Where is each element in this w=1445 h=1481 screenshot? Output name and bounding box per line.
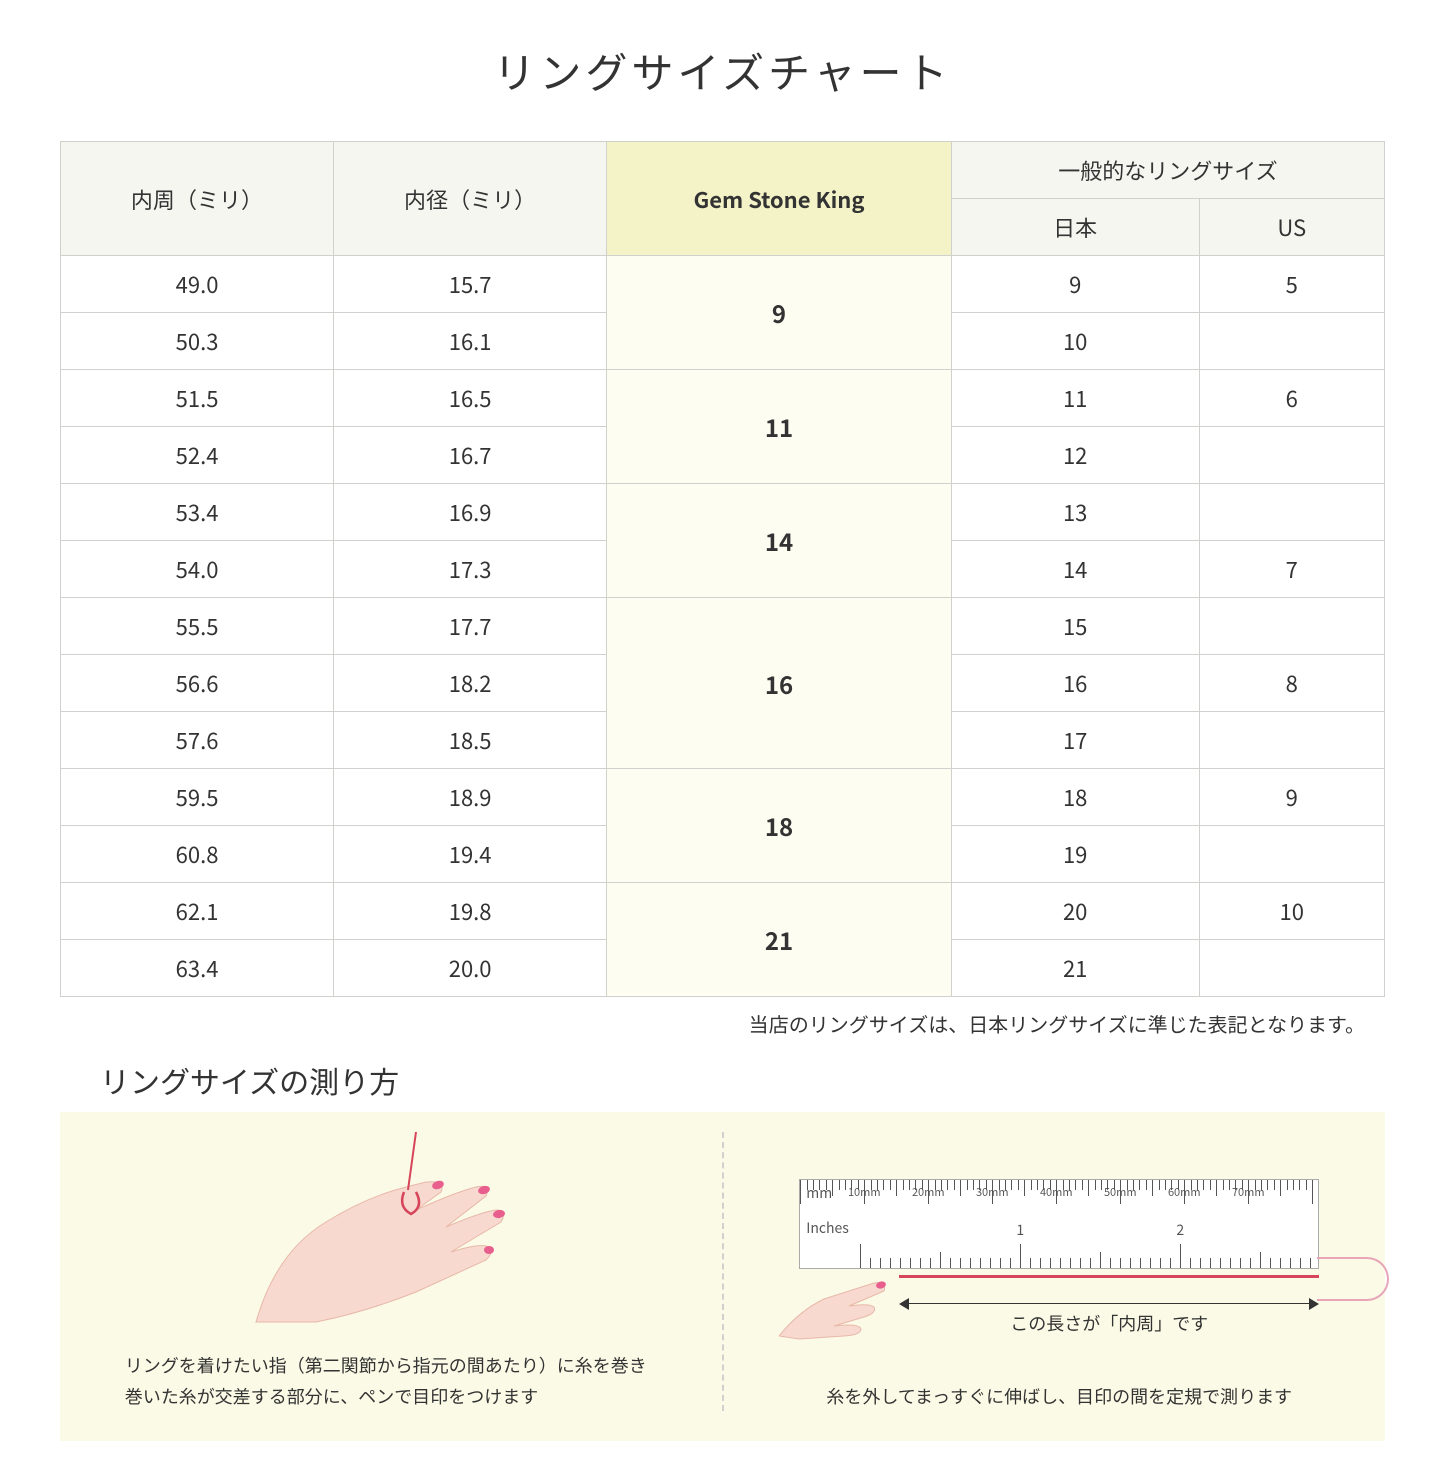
cell-japan: 21: [951, 940, 1199, 997]
hand-point-illustration: [779, 1251, 899, 1341]
note-text: 当店のリングサイズは、日本リングサイズに準じた表記となります。: [60, 1009, 1385, 1038]
instruction-left: リングを着けたい指（第二関節から指元の間あたり）に糸を巻き巻いた糸が交差する部分…: [90, 1132, 682, 1411]
ruler-mm-mark: 40mm: [1040, 1184, 1073, 1200]
cell-diameter: 16.9: [334, 484, 607, 541]
cell-us: 6: [1199, 370, 1384, 427]
cell-gsk: 21: [607, 883, 952, 997]
cell-diameter: 18.9: [334, 769, 607, 826]
th-diameter: 内径（ミリ）: [334, 142, 607, 256]
ruler-in-mark: 1: [1016, 1220, 1024, 1240]
cell-gsk: 18: [607, 769, 952, 883]
th-general-group: 一般的なリングサイズ: [951, 142, 1384, 199]
table-row: 51.516.511116: [61, 370, 1385, 427]
cell-diameter: 18.5: [334, 712, 607, 769]
cell-us: [1199, 484, 1384, 541]
cell-circumference: 50.3: [61, 313, 334, 370]
cell-japan: 9: [951, 256, 1199, 313]
cell-japan: 15: [951, 598, 1199, 655]
cell-circumference: 60.8: [61, 826, 334, 883]
cell-circumference: 53.4: [61, 484, 334, 541]
cell-us: [1199, 598, 1384, 655]
cell-gsk: 9: [607, 256, 952, 370]
cell-us: 9: [1199, 769, 1384, 826]
ruler-mm-mark: 30mm: [976, 1184, 1009, 1200]
cell-diameter: 15.7: [334, 256, 607, 313]
cell-us: 10: [1199, 883, 1384, 940]
cell-gsk: 11: [607, 370, 952, 484]
cell-circumference: 59.5: [61, 769, 334, 826]
th-us: US: [1199, 199, 1384, 256]
cell-diameter: 16.7: [334, 427, 607, 484]
cell-diameter: 18.2: [334, 655, 607, 712]
size-chart-table: 内周（ミリ） 内径（ミリ） Gem Stone King 一般的なリングサイズ …: [60, 141, 1385, 997]
right-caption: 糸を外してまっすぐに伸ばし、目印の間を定規で測ります: [826, 1381, 1292, 1412]
cell-circumference: 55.5: [61, 598, 334, 655]
ruler-mm-mark: 20mm: [912, 1184, 945, 1200]
cell-japan: 11: [951, 370, 1199, 427]
page-title: リングサイズチャート: [60, 40, 1385, 101]
cell-japan: 14: [951, 541, 1199, 598]
cell-us: 5: [1199, 256, 1384, 313]
cell-circumference: 62.1: [61, 883, 334, 940]
cell-diameter: 17.3: [334, 541, 607, 598]
cell-japan: 13: [951, 484, 1199, 541]
table-row: 55.517.71615: [61, 598, 1385, 655]
cell-diameter: 17.7: [334, 598, 607, 655]
instructions-panel: リングを着けたい指（第二関節から指元の間あたり）に糸を巻き巻いた糸が交差する部分…: [60, 1112, 1385, 1441]
cell-diameter: 16.5: [334, 370, 607, 427]
panel-divider: [722, 1132, 724, 1411]
ruler-mm-mark: 60mm: [1168, 1184, 1201, 1200]
cell-japan: 12: [951, 427, 1199, 484]
ruler-mm-mark: 50mm: [1104, 1184, 1137, 1200]
cell-diameter: 20.0: [334, 940, 607, 997]
measurement-arrow: この長さが「内周」です: [899, 1288, 1319, 1314]
th-japan: 日本: [951, 199, 1199, 256]
instruction-right: mm Inches 10mm20mm30mm40mm50mm60mm70mm 1…: [764, 1132, 1356, 1411]
th-gsk: Gem Stone King: [607, 142, 952, 256]
ruler-mm-mark: 10mm: [848, 1184, 881, 1200]
cell-us: [1199, 826, 1384, 883]
cell-circumference: 51.5: [61, 370, 334, 427]
cell-circumference: 52.4: [61, 427, 334, 484]
instructions-title: リングサイズの測り方: [100, 1058, 1385, 1102]
ruler-in-mark: 2: [1176, 1220, 1184, 1240]
thread-line: [899, 1275, 1319, 1278]
left-caption: リングを着けたい指（第二関節から指元の間あたり）に糸を巻き巻いた糸が交差する部分…: [125, 1350, 647, 1411]
cell-circumference: 49.0: [61, 256, 334, 313]
ruler-mm-mark: 70mm: [1232, 1184, 1265, 1200]
table-row: 53.416.91413: [61, 484, 1385, 541]
cell-japan: 16: [951, 655, 1199, 712]
table-row: 49.015.7995: [61, 256, 1385, 313]
cell-japan: 10: [951, 313, 1199, 370]
cell-gsk: 14: [607, 484, 952, 598]
th-circumference: 内周（ミリ）: [61, 142, 334, 256]
cell-circumference: 63.4: [61, 940, 334, 997]
ruler-mm-label: mm: [806, 1183, 832, 1203]
cell-japan: 19: [951, 826, 1199, 883]
cell-us: [1199, 427, 1384, 484]
cell-diameter: 16.1: [334, 313, 607, 370]
cell-diameter: 19.4: [334, 826, 607, 883]
cell-circumference: 56.6: [61, 655, 334, 712]
cell-japan: 20: [951, 883, 1199, 940]
cell-us: [1199, 712, 1384, 769]
cell-japan: 17: [951, 712, 1199, 769]
cell-circumference: 57.6: [61, 712, 334, 769]
cell-us: [1199, 940, 1384, 997]
cell-us: 7: [1199, 541, 1384, 598]
cell-us: 8: [1199, 655, 1384, 712]
cell-circumference: 54.0: [61, 541, 334, 598]
arrow-label: この長さが「内周」です: [1010, 1310, 1208, 1336]
cell-diameter: 19.8: [334, 883, 607, 940]
table-row: 62.119.8212010: [61, 883, 1385, 940]
cell-japan: 18: [951, 769, 1199, 826]
cell-gsk: 16: [607, 598, 952, 769]
cell-us: [1199, 313, 1384, 370]
hand-wrap-illustration: [216, 1132, 556, 1332]
table-row: 59.518.918189: [61, 769, 1385, 826]
